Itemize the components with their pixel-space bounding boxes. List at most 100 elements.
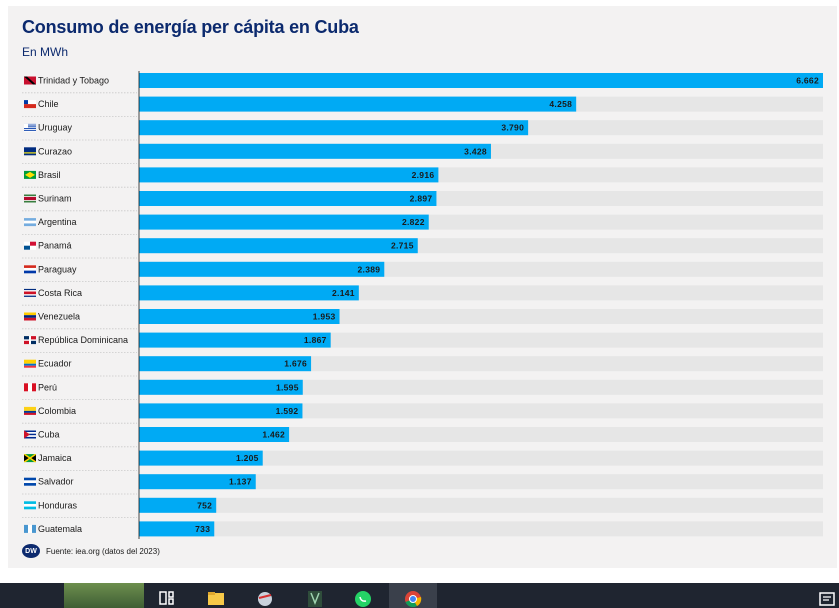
bar [139, 427, 290, 442]
chart-subtitle: En MWh [22, 45, 69, 59]
flag-icon [24, 288, 36, 297]
flag-icon [24, 147, 36, 156]
category-label: Perú [38, 382, 57, 392]
source-row: DW Fuente: iea.org (datos del 2023) [22, 544, 160, 558]
flag-icon [24, 312, 36, 321]
flag-icon [24, 524, 36, 533]
bar [139, 96, 577, 112]
category-label: Ecuador [38, 359, 72, 369]
chart-title: Consumo de energía per cápita en Cuba [22, 17, 359, 37]
category-label: Colombia [38, 406, 76, 416]
file-explorer-icon[interactable] [207, 589, 225, 607]
category-label: Salvador [38, 477, 74, 487]
bar [139, 356, 312, 372]
taskbar [0, 583, 839, 608]
value-label: 3.428 [464, 146, 487, 156]
category-label: Chile [38, 99, 59, 109]
flag-icon [24, 359, 36, 368]
source-note: Fuente: iea.org (datos del 2023) [46, 546, 160, 556]
bar [139, 238, 418, 254]
bar [139, 521, 215, 537]
value-label: 2.389 [358, 264, 381, 274]
value-label: 1.676 [284, 359, 307, 369]
bar [139, 143, 491, 159]
bar [139, 497, 217, 513]
flag-icon [24, 100, 36, 109]
dw-logo: DW [22, 544, 40, 558]
value-label: 1.462 [262, 430, 285, 440]
value-label: 1.592 [276, 406, 299, 416]
flag-icon [24, 477, 36, 486]
value-label: 6.662 [796, 76, 819, 86]
value-label: 2.141 [332, 288, 355, 298]
chart-card: Consumo de energía per cápita en Cuba En… [8, 6, 837, 568]
task-view-icon[interactable] [158, 589, 176, 607]
bar [139, 332, 331, 348]
flag-icon [24, 430, 36, 439]
category-label: Surinam [38, 194, 72, 204]
bar [139, 450, 263, 466]
flag-icon [24, 241, 36, 250]
flag-icon [24, 218, 36, 227]
value-label: 2.715 [391, 241, 414, 251]
value-label: 3.790 [501, 123, 524, 133]
flag-icon [24, 170, 36, 179]
category-label: Costa Rica [38, 288, 82, 298]
category-label: Jamaica [38, 453, 72, 463]
bar [139, 261, 385, 277]
bar [139, 73, 823, 88]
flag-icon [24, 454, 36, 463]
whatsapp-icon[interactable] [354, 589, 372, 607]
bar [139, 120, 529, 136]
flag-icon [24, 383, 36, 392]
bar-track [139, 497, 823, 513]
bar [139, 379, 303, 395]
flag-icon [24, 406, 36, 415]
category-label: Honduras [38, 500, 78, 510]
value-label: 2.822 [402, 217, 425, 227]
value-label: 752 [197, 500, 212, 510]
category-label: Curazao [38, 146, 72, 156]
value-label: 2.916 [412, 170, 435, 180]
browser-app-icon[interactable] [256, 589, 274, 607]
bar [139, 214, 429, 230]
bar-track [139, 521, 823, 537]
flag-icon [24, 265, 36, 274]
bar [139, 309, 340, 324]
category-label: Trinidad y Tobago [38, 76, 109, 86]
notifications-icon[interactable] [818, 589, 836, 607]
category-label: Panamá [38, 241, 72, 251]
flag-icon [24, 123, 36, 132]
category-label: Venezuela [38, 312, 80, 322]
category-label: Cuba [38, 430, 60, 440]
value-label: 1.137 [229, 477, 252, 487]
flag-icon [24, 194, 36, 203]
bar [139, 191, 437, 206]
flag-icon [24, 501, 36, 510]
value-label: 1.595 [276, 382, 299, 392]
bar [139, 285, 359, 301]
category-label: Uruguay [38, 123, 73, 133]
bar-chart: 6.662 Trinidad y Tobago 4.258 Chile 3.790 Uru… [22, 71, 823, 539]
bar-track [139, 450, 823, 466]
value-label: 733 [195, 524, 210, 534]
bar-track [139, 403, 823, 419]
category-label: Brasil [38, 170, 61, 180]
chrome-icon[interactable] [404, 589, 422, 607]
game-app-icon[interactable] [306, 589, 324, 607]
flag-icon [24, 76, 36, 85]
value-label: 1.953 [313, 312, 336, 322]
value-label: 1.867 [304, 335, 327, 345]
bar [139, 167, 439, 183]
bar [139, 474, 256, 490]
value-label: 2.897 [410, 194, 433, 204]
bar [139, 403, 303, 419]
category-label: Guatemala [38, 524, 82, 534]
bar-track [139, 427, 823, 442]
taskbar-wallpaper-thumbnail [64, 583, 144, 608]
value-label: 1.205 [236, 453, 259, 463]
bar-track [139, 474, 823, 490]
bar-track [139, 379, 823, 395]
category-label: Paraguay [38, 264, 77, 274]
value-label: 4.258 [549, 99, 572, 109]
